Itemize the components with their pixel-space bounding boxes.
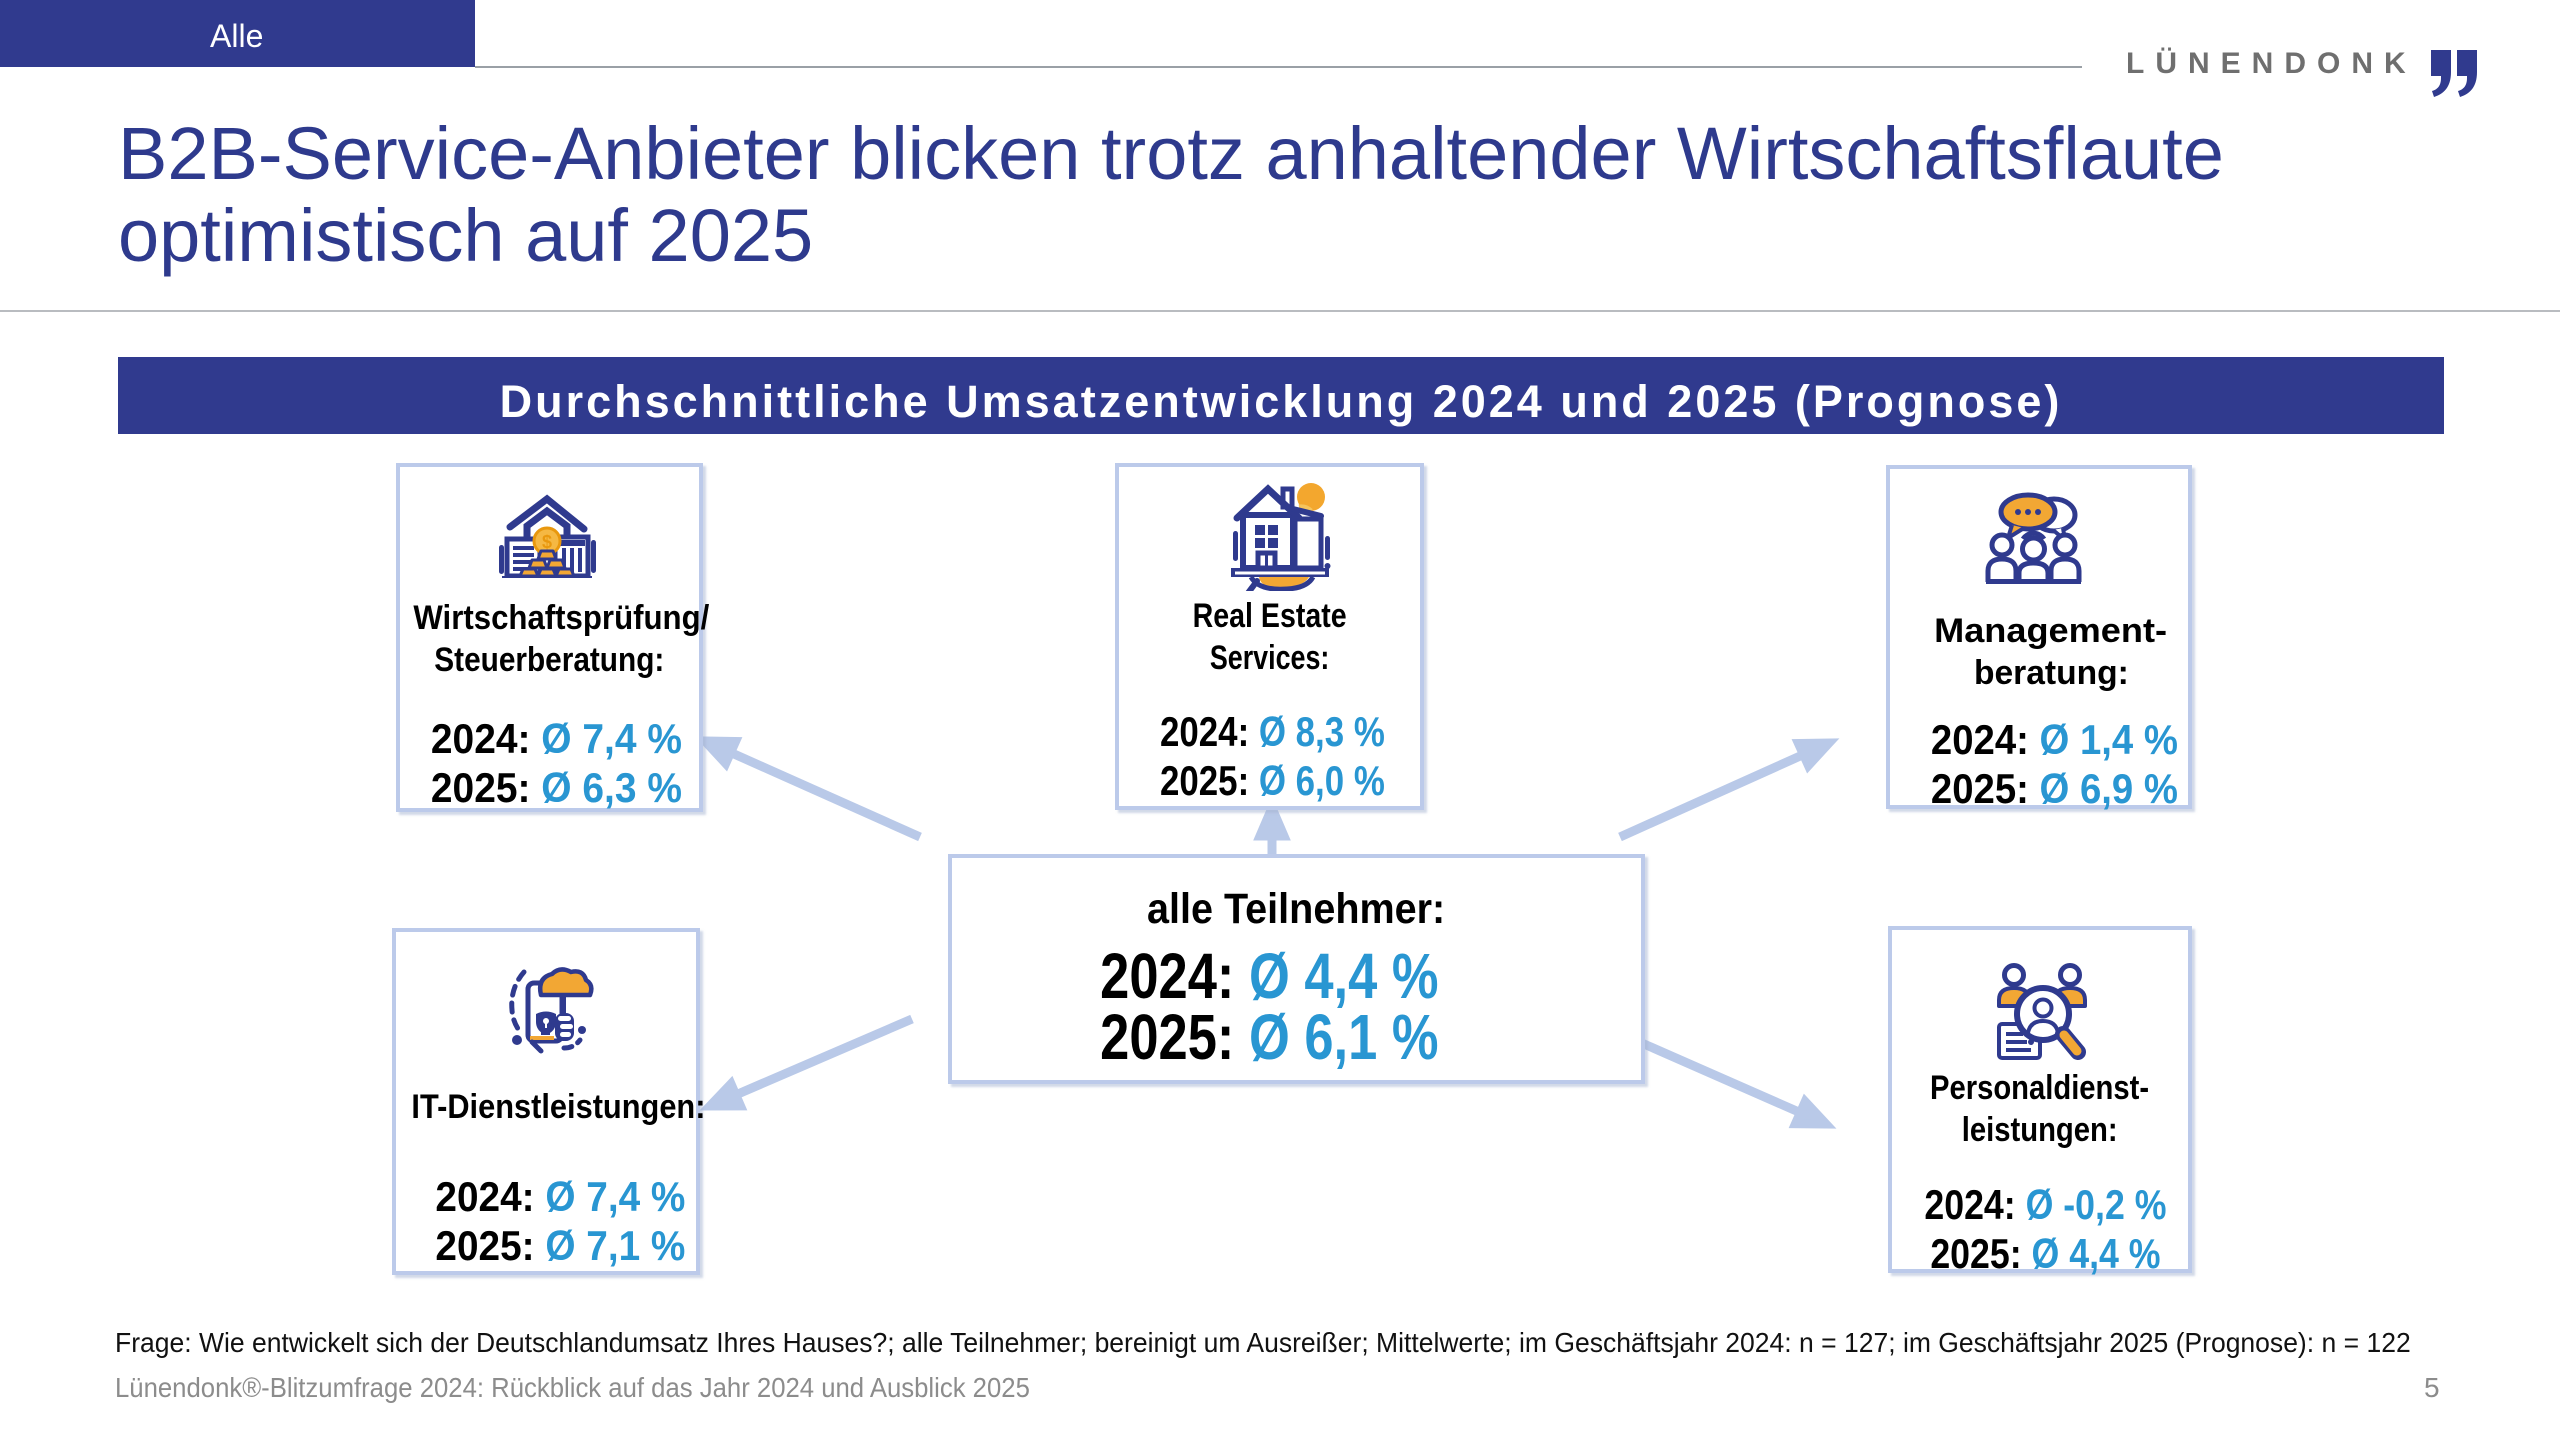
svg-text:$: $ (542, 532, 552, 552)
